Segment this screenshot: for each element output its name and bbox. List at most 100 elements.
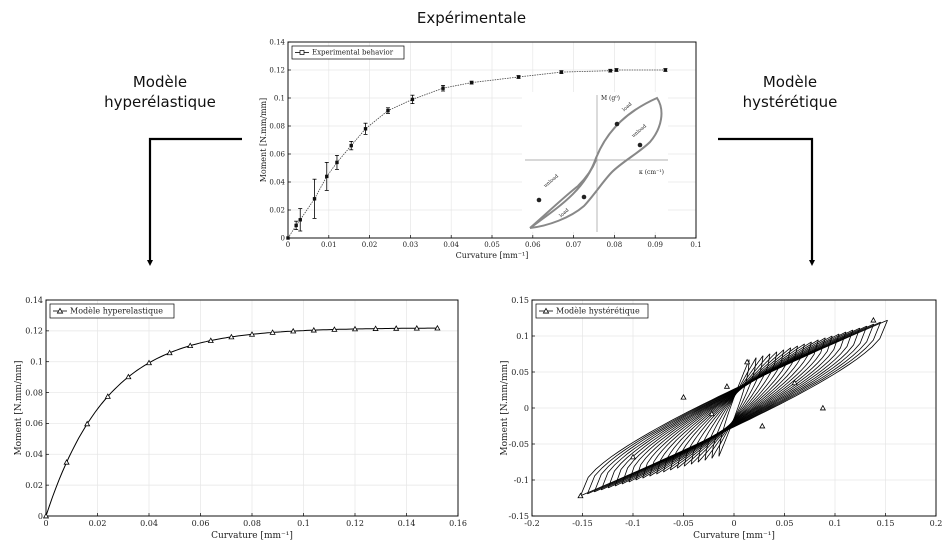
data-marker <box>331 326 338 332</box>
legend-box <box>535 303 649 319</box>
data-marker <box>723 383 731 389</box>
data-marker <box>42 512 50 519</box>
x-tick-label: 0.16 <box>449 519 467 528</box>
loop-descending <box>580 320 888 497</box>
loop-ascending <box>621 331 847 485</box>
x-tick-label: 0.08 <box>243 519 261 528</box>
data-marker <box>629 453 637 460</box>
legend-box <box>49 303 175 319</box>
data-marker <box>166 349 173 356</box>
data-point <box>410 97 415 102</box>
title-experimental: Expérimentale <box>416 9 527 27</box>
data-point <box>386 108 390 113</box>
y-tick-label: 0.06 <box>25 419 43 428</box>
x-axis-label: Curvature [mm⁻¹] <box>456 251 529 260</box>
inset-marker <box>581 194 587 200</box>
data-point <box>559 70 564 74</box>
x-tick-label: -0.1 <box>625 519 640 528</box>
x-tick-label: -0.05 <box>673 519 694 528</box>
data-point <box>608 69 613 73</box>
y-tick-label: -0.15 <box>508 512 529 521</box>
inset-marker <box>614 121 620 127</box>
data-marker <box>393 325 400 331</box>
x-tick-label: 0.15 <box>877 519 895 528</box>
chart-experimental: 0 0.01 0.02 0.03 0.04 0.05 0.06 0.07 0.08 0.09 0.1… <box>259 38 702 260</box>
data-marker <box>84 420 91 427</box>
y-tick-label: 0.04 <box>25 450 43 459</box>
legend-label: Experimental behavior <box>312 49 394 57</box>
x-tick-label: 0.09 <box>647 241 663 249</box>
x-tick-label: 0.1 <box>829 519 842 528</box>
data-point <box>469 80 474 85</box>
x-tick-label: 0.07 <box>566 241 582 249</box>
y-tick-label: 0.06 <box>269 150 285 158</box>
chart-hysteretic: -0.2 -0.15 -0.1 -0.05 0 0.05 0.1 0.15 0.2-0.15-0… <box>500 296 942 541</box>
x-tick-label: 0.1 <box>690 241 701 249</box>
x-tick-label: 0.03 <box>403 241 419 249</box>
y-tick-label: -0.1 <box>514 476 529 485</box>
data-marker <box>290 327 297 334</box>
data-marker <box>759 422 766 429</box>
label-hyperelastic-line2: hyperélastique <box>104 93 216 111</box>
data-marker <box>125 373 132 380</box>
data-marker <box>207 337 214 343</box>
data-point <box>335 160 339 165</box>
y-tick-label: 0.05 <box>511 368 529 377</box>
x-tick-label: 0.02 <box>89 519 107 528</box>
x-tick-label: -0.15 <box>572 519 593 528</box>
inset-y-label: M (g⁰) <box>601 95 620 102</box>
y-tick-label: 0.12 <box>269 66 285 74</box>
y-tick-label: 0.04 <box>269 178 285 186</box>
x-tick-label: 0.2 <box>930 519 943 528</box>
label-hysteretic-line1: Modèle <box>762 73 818 91</box>
data-marker <box>434 324 441 331</box>
y-tick-label: 0.1 <box>274 94 285 102</box>
y-axis-label: Moment [N.mm/mm] <box>14 360 24 455</box>
data-marker <box>269 329 276 335</box>
data-point <box>294 223 298 228</box>
y-tick-label: 0 <box>524 404 529 413</box>
x-tick-label: 0.06 <box>525 241 541 249</box>
data-marker <box>708 410 715 417</box>
loop-ascending <box>593 323 874 493</box>
label-hyperelastic-model: Modèle hyperélastique <box>60 72 260 112</box>
legend-marker <box>299 50 305 55</box>
data-marker <box>870 316 877 323</box>
x-tick-label: 0.1 <box>297 519 310 528</box>
y-tick-label: -0.05 <box>508 440 529 449</box>
data-marker <box>310 326 317 333</box>
loop-ascending <box>580 319 888 496</box>
connector-right-arrow <box>718 137 815 266</box>
x-tick-label: 0.08 <box>607 241 623 249</box>
connector-left-arrow <box>147 137 242 266</box>
inset-marker <box>536 197 542 203</box>
series-line <box>45 327 438 517</box>
y-tick-label: 0.08 <box>25 388 43 397</box>
legend-marker <box>542 307 550 314</box>
y-axis-label: Moment [N.mm/mm] <box>500 360 510 455</box>
y-tick-label: 0.12 <box>25 327 43 336</box>
inset-marker <box>637 142 643 148</box>
x-tick-label: 0.02 <box>362 241 378 249</box>
data-point <box>516 75 521 79</box>
x-tick-label: 0.12 <box>346 519 364 528</box>
loop-descending <box>621 331 847 485</box>
x-axis-label: Curvature [mm⁻¹] <box>211 531 293 541</box>
label-hysteretic-line2: hystérétique <box>742 93 838 111</box>
label-hyperelastic-line1: Modèle <box>132 73 188 91</box>
y-tick-label: 0.1 <box>30 358 43 367</box>
data-marker <box>187 342 194 349</box>
x-tick-label: 0.01 <box>321 241 337 249</box>
data-point <box>286 236 290 240</box>
plot-border <box>45 299 459 517</box>
x-tick-label: 0 <box>43 519 48 528</box>
y-tick-label: 0 <box>38 512 43 521</box>
loop-descending <box>649 339 819 477</box>
data-marker <box>104 393 111 399</box>
data-marker <box>413 324 420 331</box>
x-axis-label: Curvature [mm⁻¹] <box>693 531 775 541</box>
y-tick-label: 0.14 <box>25 296 43 305</box>
y-tick-label: 0.14 <box>269 38 285 46</box>
x-tick-label: 0.05 <box>484 241 500 249</box>
y-tick-label: 0.15 <box>511 296 529 305</box>
